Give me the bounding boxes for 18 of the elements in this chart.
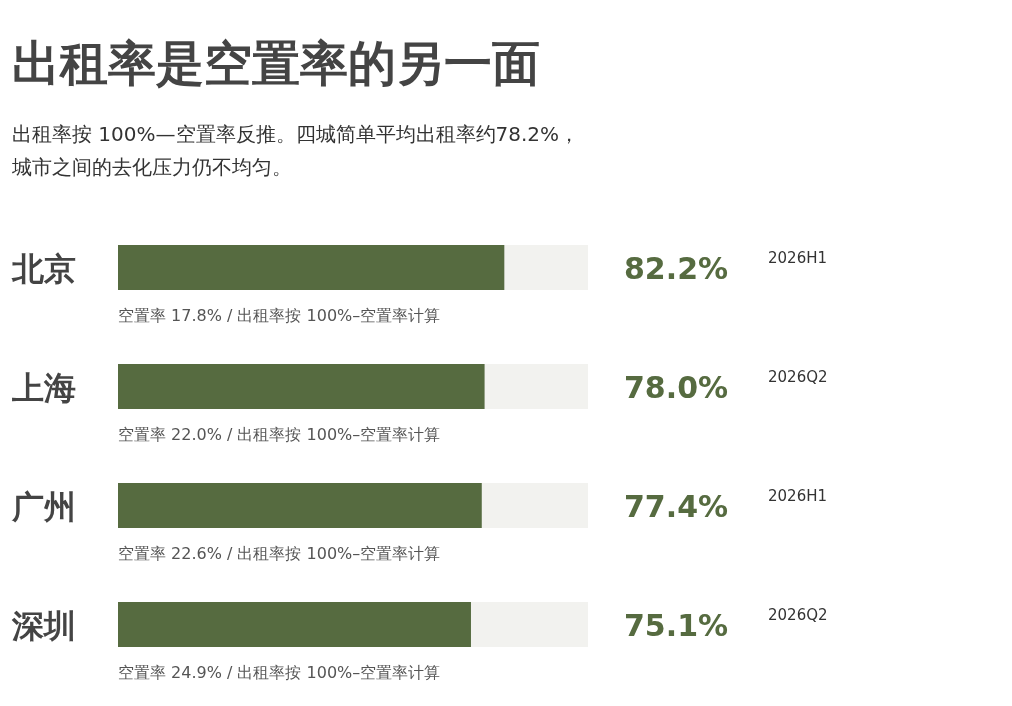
- annotation: 空置率 24.9% / 出租率按 100%–空置率计算: [118, 663, 441, 682]
- y-tick-label: 广州: [11, 487, 76, 526]
- text: 2026H1: [768, 487, 827, 505]
- data-label: 78.0%: [624, 369, 729, 405]
- text: 2026H1: [768, 249, 827, 267]
- data-label: 82.2%: [624, 250, 729, 286]
- annotation: 空置率 22.0% / 出租率按 100%–空置率计算: [118, 425, 441, 444]
- y-tick-label: 上海: [11, 368, 76, 407]
- y-tick-label: 深圳: [11, 606, 76, 645]
- annotation: 空置率 17.8% / 出租率按 100%–空置率计算: [118, 306, 441, 325]
- text: 2026Q2: [768, 368, 828, 386]
- y-tick-label: 北京: [11, 249, 76, 288]
- chart-subtitle: 出租率按 100%—空置率反推。四城简单平均出租率约78.2%，城市之间的去化压力仍不均匀。: [11, 122, 580, 179]
- text: 2026Q2: [768, 606, 828, 624]
- data-label: 77.4%: [624, 488, 729, 524]
- chart-title: 出租率是空置率的另一面: [12, 35, 540, 91]
- annotation: 空置率 22.6% / 出租率按 100%–空置率计算: [118, 544, 441, 563]
- data-label: 75.1%: [624, 607, 729, 643]
